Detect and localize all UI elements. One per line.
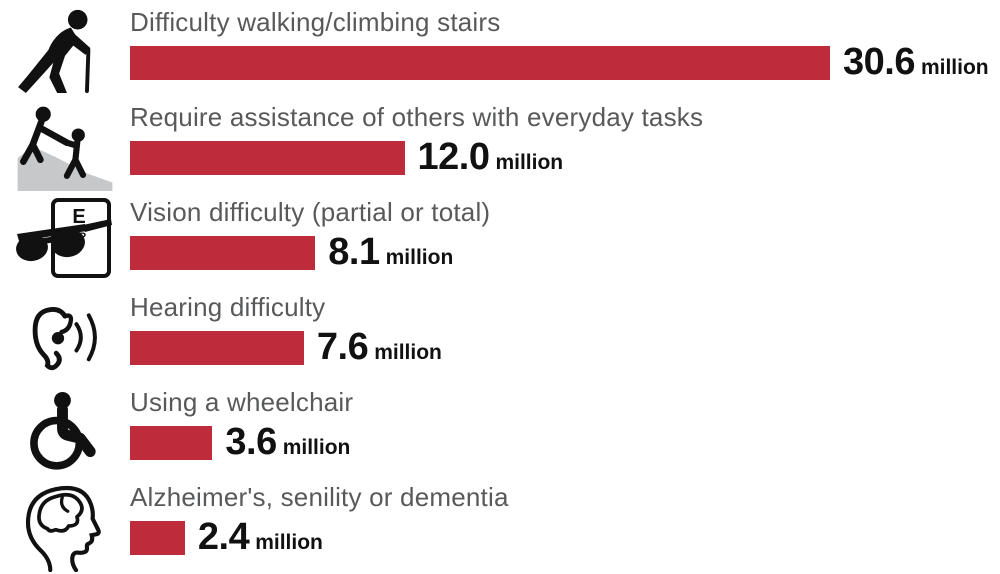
value-unit: million [495,150,564,174]
wheelchair-icon [0,386,130,475]
svg-text:E: E [72,206,85,228]
ear-hearing-icon [0,291,130,380]
bar-value: 3.6 million [225,420,351,463]
chart-row-walking: Difficulty walking/climbing stairs 30.6 m… [0,6,1000,95]
bar-hearing [130,330,304,365]
chart-row-vision: E FP Vision difficulty (partial or total… [0,196,1000,285]
bar-walking [130,45,830,80]
bar-wheelchair [130,425,213,460]
value-number: 8.1 [328,230,380,273]
value-number: 3.6 [225,420,277,463]
bar-dementia [130,520,185,555]
bar-value: 2.4 million [197,515,323,558]
category-label: Hearing difficulty [130,292,326,322]
category-label: Difficulty walking/climbing stairs [130,7,501,37]
bar-value: 12.0 million [417,135,564,178]
category-label: Alzheimer's, senility or dementia [130,482,509,512]
bar-value: 30.6 million [843,40,989,83]
category-label: Using a wheelchair [130,387,354,417]
value-unit: million [920,55,989,79]
helping-hand-icon [0,101,130,191]
head-brain-icon [0,481,130,572]
value-number: 7.6 [316,325,369,368]
bar-vision [130,235,316,270]
sunglasses-eye-chart-icon: E FP [0,196,130,285]
category-label: Vision difficulty (partial or total) [130,197,491,227]
category-label: Require assistance of others with everyd… [130,102,704,132]
chart-row-dementia: Alzheimer's, senility or dementia 2.4 mil… [0,481,1000,572]
value-number: 2.4 [197,515,250,558]
value-number: 30.6 [843,40,915,83]
chart-row-hearing: Hearing difficulty 7.6 million [0,291,1000,380]
value-number: 12.0 [417,135,490,178]
value-unit: million [282,435,351,459]
bar-value: 7.6 million [316,325,442,368]
bar-value: 8.1 million [328,230,454,273]
value-unit: million [374,340,442,364]
chart-row-wheelchair: Using a wheelchair 3.6 million [0,386,1000,475]
value-unit: million [385,245,454,269]
value-unit: million [255,530,323,554]
bar-assistance [130,140,405,175]
chart-row-assistance: Require assistance of others with everyd… [0,101,1000,191]
person-with-cane-icon [0,6,130,95]
